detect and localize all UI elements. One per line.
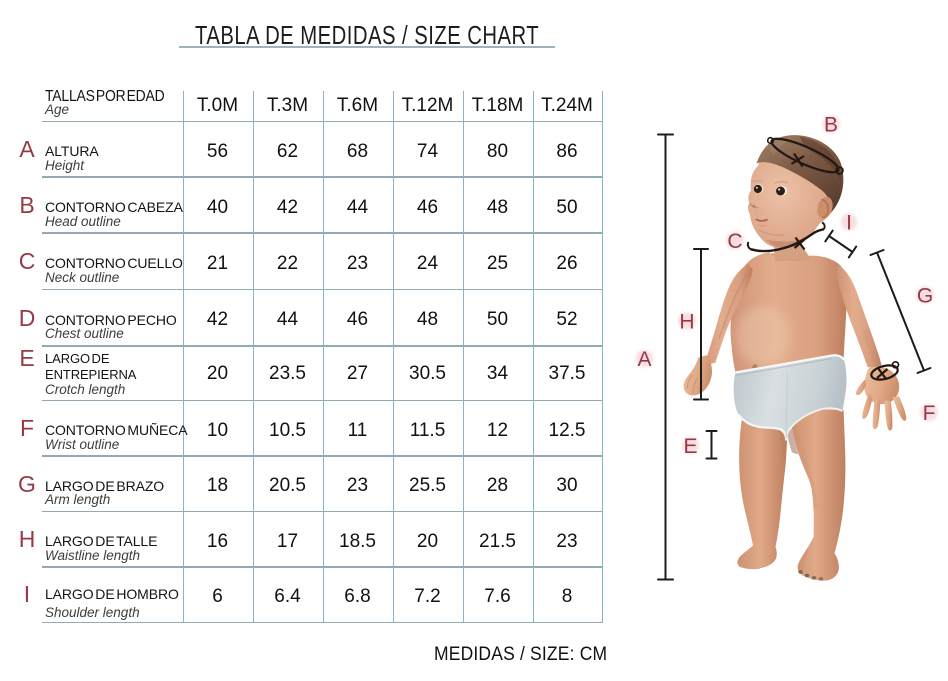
svg-text:C: C [727, 230, 742, 253]
svg-text:H: H [679, 311, 694, 334]
svg-text:F: F [923, 402, 936, 425]
svg-text:A: A [637, 348, 651, 371]
svg-text:G: G [917, 285, 933, 308]
svg-text:E: E [683, 435, 697, 458]
svg-text:I: I [846, 212, 852, 235]
svg-text:B: B [824, 114, 838, 137]
